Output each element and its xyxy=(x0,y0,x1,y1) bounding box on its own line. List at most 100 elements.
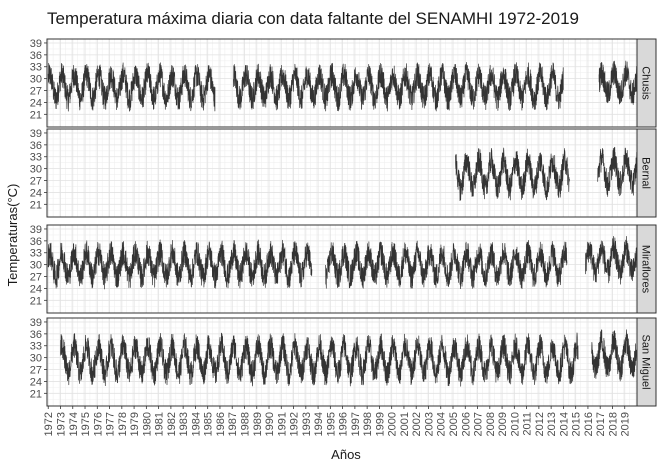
x-tick-label: 2018 xyxy=(607,412,619,436)
y-tick-label: 39 xyxy=(30,38,42,50)
y-tick-label: 30 xyxy=(30,74,42,86)
x-tick-label: 1993 xyxy=(301,412,313,436)
y-tick-label: 21 xyxy=(30,295,42,307)
y-tick-label: 39 xyxy=(30,224,42,236)
panel-background xyxy=(47,129,637,217)
y-tick-label: 24 xyxy=(30,187,42,199)
facet-strip-label: Bernal xyxy=(640,157,652,189)
series-line-chusis-1 xyxy=(233,61,564,112)
y-tick-label: 21 xyxy=(30,388,42,400)
x-tick-label: 1996 xyxy=(338,412,350,436)
y-tick-label: 39 xyxy=(30,128,42,140)
facet-panels: 21242730333639Chusis21242730333639Bernal… xyxy=(30,38,657,407)
x-tick-label: 2002 xyxy=(411,412,423,436)
x-tick-label: 1986 xyxy=(215,412,227,436)
x-tick-label: 1984 xyxy=(190,412,202,436)
x-tick-label: 1976 xyxy=(92,412,104,436)
series-line-miraflores-1 xyxy=(325,239,568,290)
x-tick-label: 2001 xyxy=(399,412,411,436)
y-tick-label: 36 xyxy=(30,50,42,62)
series-line-san-miguel-1 xyxy=(591,329,638,382)
series-line-bernal-1 xyxy=(597,146,638,197)
x-tick-label: 2005 xyxy=(448,412,460,436)
facet-strip-label: Chusis xyxy=(640,66,652,100)
x-tick-label: 1988 xyxy=(239,412,251,436)
x-tick-label: 2015 xyxy=(571,412,583,436)
x-tick-label: 1975 xyxy=(80,412,92,436)
facet-strip-label: San Miguel xyxy=(640,334,652,389)
series-line-miraflores-0 xyxy=(47,239,313,290)
x-tick-label: 1989 xyxy=(252,412,264,436)
series-line-miraflores-2 xyxy=(585,235,638,285)
x-tick-label: 2000 xyxy=(387,412,399,436)
x-tick-label: 1978 xyxy=(117,412,129,436)
facet-strip xyxy=(636,38,657,128)
x-tick-label: 1972 xyxy=(43,412,55,436)
x-axis: 1972 1973 1974 1975 1976 1977 1978 1979 1980 1981… xyxy=(43,406,632,436)
y-tick-label: 27 xyxy=(30,86,42,98)
x-tick-label: 2003 xyxy=(423,412,435,436)
x-tick-label: 1991 xyxy=(276,412,288,436)
series-line-chusis-0 xyxy=(47,62,216,112)
x-tick-label: 2007 xyxy=(473,412,485,436)
x-tick-label: 1979 xyxy=(129,412,141,436)
x-tick-label: 2009 xyxy=(497,412,509,436)
chart-title: Temperatura máxima diaria con data falta… xyxy=(47,9,579,28)
x-tick-label: 1983 xyxy=(178,412,190,436)
y-axis-title: Temperaturas(°C) xyxy=(5,184,20,287)
y-tick-label: 30 xyxy=(30,164,42,176)
x-tick-label: 2019 xyxy=(620,412,632,436)
y-tick-label: 36 xyxy=(30,140,42,152)
x-tick-label: 2004 xyxy=(436,412,448,436)
y-tick-label: 24 xyxy=(30,283,42,295)
x-tick-label: 2011 xyxy=(522,412,534,436)
series-line-bernal-0 xyxy=(455,147,570,202)
x-tick-label: 1985 xyxy=(203,412,215,436)
x-tick-label: 1998 xyxy=(362,412,374,436)
x-tick-label: 1981 xyxy=(154,412,166,436)
y-tick-label: 33 xyxy=(30,341,42,353)
facet-strip xyxy=(636,317,657,407)
x-tick-label: 1997 xyxy=(350,412,362,436)
y-tick-label: 24 xyxy=(30,376,42,388)
x-tick-label: 1990 xyxy=(264,412,276,436)
x-tick-label: 2017 xyxy=(595,412,607,436)
facet-strip xyxy=(636,224,657,314)
x-tick-label: 1974 xyxy=(68,412,80,436)
facet-strip xyxy=(636,128,657,218)
x-tick-label: 1973 xyxy=(55,412,67,436)
y-tick-label: 33 xyxy=(30,248,42,260)
x-tick-label: 2012 xyxy=(534,412,546,436)
series-line-san-miguel-0 xyxy=(60,332,579,387)
x-tick-label: 1987 xyxy=(227,412,239,436)
x-tick-label: 2010 xyxy=(509,412,521,436)
x-tick-label: 1982 xyxy=(166,412,178,436)
x-tick-label: 1992 xyxy=(289,412,301,436)
series-line-chusis-2 xyxy=(598,60,638,105)
x-tick-label: 2008 xyxy=(485,412,497,436)
y-tick-label: 21 xyxy=(30,199,42,211)
y-tick-label: 36 xyxy=(30,236,42,248)
y-tick-label: 30 xyxy=(30,260,42,272)
x-tick-label: 1995 xyxy=(325,412,337,436)
y-tick-label: 39 xyxy=(30,317,42,329)
y-tick-label: 33 xyxy=(30,152,42,164)
x-tick-label: 2006 xyxy=(460,412,472,436)
x-axis-title: Años xyxy=(331,447,361,462)
facet-strip-label: Miraflores xyxy=(640,245,652,294)
x-tick-label: 2016 xyxy=(583,412,595,436)
x-tick-label: 2014 xyxy=(558,412,570,436)
y-tick-label: 24 xyxy=(30,97,42,109)
x-tick-label: 1999 xyxy=(374,412,386,436)
x-tick-label: 1977 xyxy=(105,412,117,436)
y-tick-label: 21 xyxy=(30,109,42,121)
x-tick-label: 1994 xyxy=(313,412,325,436)
y-tick-label: 27 xyxy=(30,272,42,284)
y-tick-label: 30 xyxy=(30,353,42,365)
y-tick-label: 36 xyxy=(30,329,42,341)
